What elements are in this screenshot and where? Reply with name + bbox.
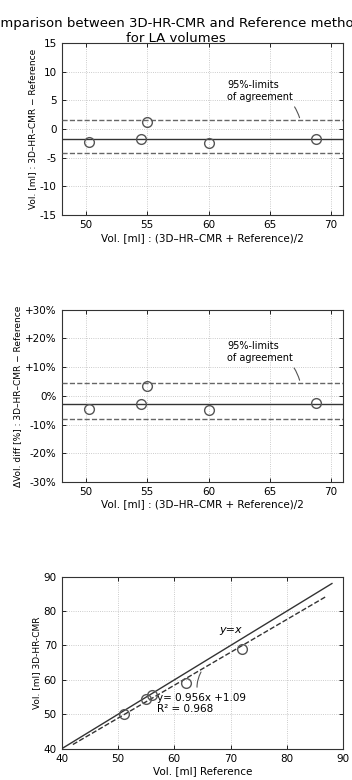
Text: Comparison between 3D-HR-CMR and Reference methods
for LA volumes: Comparison between 3D-HR-CMR and Referen… <box>0 17 352 45</box>
Y-axis label: Vol. [ml] : 3D–HR–CMR − Reference: Vol. [ml] : 3D–HR–CMR − Reference <box>28 49 37 209</box>
Text: y=x: y=x <box>219 625 247 635</box>
X-axis label: Vol. [ml] : (3D–HR–CMR + Reference)/2: Vol. [ml] : (3D–HR–CMR + Reference)/2 <box>101 232 304 243</box>
X-axis label: Vol. [ml] : (3D–HR–CMR + Reference)/2: Vol. [ml] : (3D–HR–CMR + Reference)/2 <box>101 499 304 509</box>
Y-axis label: Vol. [ml] 3D-HR-CMR: Vol. [ml] 3D-HR-CMR <box>32 616 41 709</box>
Text: y= 0.956x +1.09
R² = 0.968: y= 0.956x +1.09 R² = 0.968 <box>157 672 246 714</box>
Text: 95%-limits
of agreement: 95%-limits of agreement <box>227 342 300 381</box>
Y-axis label: ΔVol. diff [%] : 3D–HR–CMR − Reference: ΔVol. diff [%] : 3D–HR–CMR − Reference <box>13 305 22 487</box>
X-axis label: Vol. [ml] Reference: Vol. [ml] Reference <box>153 767 252 776</box>
Text: 95%-limits
of agreement: 95%-limits of agreement <box>227 80 300 118</box>
